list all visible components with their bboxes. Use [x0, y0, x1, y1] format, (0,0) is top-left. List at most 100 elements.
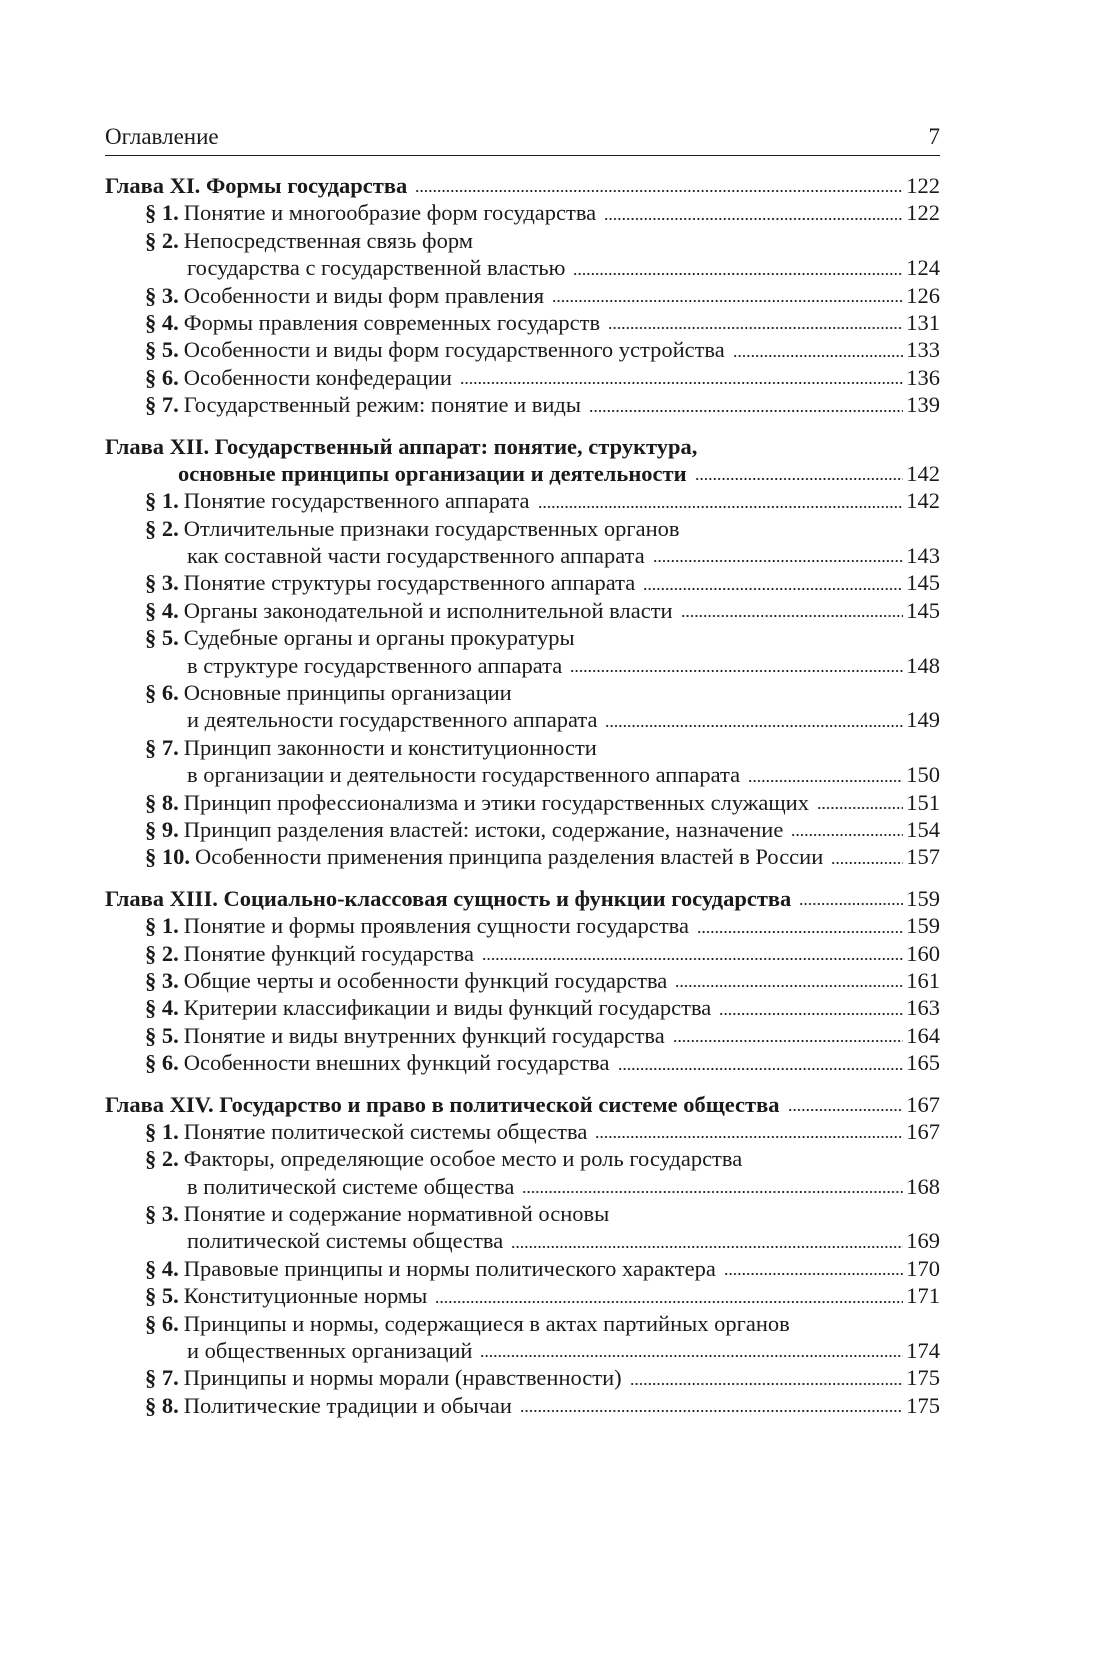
toc-section-line[interactable]: § 5. Судебные органы и органы прокуратуры — [105, 624, 940, 651]
page-ref: 145 — [906, 570, 940, 596]
section-title: Понятие структуры государственного аппар… — [183, 570, 636, 596]
section-title: Конституционные нормы — [183, 1283, 428, 1309]
section-title: Факторы, определяющие особое место и рол… — [183, 1146, 743, 1172]
toc-section-line[interactable]: § 6. Особенности конфедерации 136 — [105, 363, 940, 392]
section-number: § 2. — [145, 1146, 179, 1172]
toc-section-line[interactable]: § 1. Понятие политической системы обществ… — [105, 1117, 940, 1146]
chapter-label: Глава XII. — [105, 433, 210, 459]
dot-leader — [480, 1337, 904, 1365]
page-ref: 145 — [906, 597, 940, 623]
dot-leader — [787, 1090, 904, 1118]
toc-section-line[interactable]: и деятельности государственного аппарата… — [105, 706, 940, 734]
page-ref: 148 — [906, 652, 940, 678]
toc-section-line[interactable]: § 4. Критерии классификации и виды функци… — [105, 994, 940, 1022]
section-number: § 1. — [145, 913, 179, 939]
toc-section-line[interactable]: § 3. Понятие структуры государственного а… — [105, 569, 940, 597]
section-number: § 2. — [145, 227, 179, 253]
toc-section-line[interactable]: § 4. Органы законодательной и исполнитель… — [105, 596, 940, 625]
section-number: § 3. — [145, 282, 179, 308]
table-of-contents: Глава XI. Формы государства 122 § 1. Поняти… — [105, 172, 940, 1420]
page-ref: 122 — [906, 173, 940, 198]
section-number: § 4. — [145, 995, 179, 1021]
toc-chapter[interactable]: Глава XIV. Государство и право в политич… — [105, 1090, 940, 1420]
toc-section-line[interactable]: § 8. Политические традиции и обычаи 175 — [105, 1391, 940, 1420]
toc-section-line[interactable]: как составной части государственного апп… — [105, 542, 940, 570]
toc-section-line[interactable]: § 6. Принципы и нормы, содержащиеся в акт… — [105, 1310, 940, 1337]
page-ref: 159 — [906, 885, 940, 911]
toc-chapter[interactable]: Глава XII. Государственный аппарат: поня… — [105, 433, 940, 871]
section-title: Понятие функций государства — [183, 940, 474, 966]
toc-section-line[interactable]: в структуре государственного аппарата 148 — [105, 651, 940, 680]
toc-section-line[interactable]: § 4. Правовые принципы и нормы политическ… — [105, 1254, 940, 1283]
toc-section-line[interactable]: § 3. Общие черты и особенности функций го… — [105, 966, 940, 995]
dot-leader — [522, 1172, 904, 1201]
section-number: § 5. — [145, 337, 179, 363]
toc-section-line[interactable]: § 5. Понятие и виды внутренних функций го… — [105, 1021, 940, 1050]
section-number: § 5. — [145, 625, 179, 651]
toc-section-line[interactable]: § 5. Конституционные нормы 171 — [105, 1282, 940, 1310]
section-number: § 2. — [145, 940, 179, 966]
section-title: Понятие и виды внутренних функций госуда… — [183, 1022, 665, 1048]
page-ref: 151 — [906, 789, 940, 815]
section-title: Принцип законности и конституционности — [183, 734, 597, 760]
toc-section-line[interactable]: политической системы общества 169 — [105, 1227, 940, 1255]
section-number: § 3. — [145, 967, 179, 993]
page-ref: 169 — [906, 1228, 940, 1254]
toc-section-line[interactable]: § 7. Принципы и нормы морали (нравственно… — [105, 1364, 940, 1392]
toc-section-line[interactable]: в политической системе общества 168 — [105, 1172, 940, 1201]
dot-leader — [719, 994, 904, 1022]
section-title: Принцип разделения властей: истоки, соде… — [183, 816, 784, 842]
toc-section-line[interactable]: § 1. Понятие и многообразие форм государс… — [105, 199, 940, 227]
toc-section-line[interactable]: § 2. Отличительные признаки государственн… — [105, 515, 940, 542]
section-title: Органы законодательной и исполнительной … — [183, 597, 673, 623]
page-ref: 157 — [906, 844, 940, 870]
section-number: § 1. — [145, 1118, 179, 1144]
toc-section-line[interactable]: § 3. Особенности и виды форм правления 126 — [105, 281, 940, 309]
section-title: Критерии классификации и виды функций го… — [183, 995, 712, 1021]
section-title: Понятие и многообразие форм государства — [183, 200, 597, 226]
toc-section-line[interactable]: § 3. Понятие и содержание нормативной осн… — [105, 1200, 940, 1227]
page-ref: 171 — [906, 1283, 940, 1309]
toc-section-line[interactable]: в организации и деятельности государстве… — [105, 761, 940, 789]
section-title: Особенности и виды форм государственного… — [183, 337, 725, 363]
dot-leader — [608, 308, 904, 337]
toc-section-line[interactable]: § 2. Факторы, определяющие особое место и… — [105, 1145, 940, 1172]
section-number: § 8. — [145, 789, 179, 815]
page-ref: 126 — [906, 282, 940, 308]
dot-leader — [799, 884, 904, 913]
toc-chapter[interactable]: Глава XI. Формы государства 122 § 1. Поняти… — [105, 172, 940, 419]
toc-section-line[interactable]: § 4. Формы правления современных государс… — [105, 308, 940, 337]
dot-leader — [831, 843, 904, 871]
page-ref: 163 — [906, 995, 940, 1021]
toc-section-line[interactable]: § 7. Государственный режим: понятие и вид… — [105, 391, 940, 419]
dot-leader — [573, 254, 904, 282]
toc-section-line[interactable]: § 10. Особенности применения принципа раз… — [105, 843, 940, 871]
dot-leader — [537, 487, 904, 515]
dot-leader — [588, 391, 904, 419]
toc-section-line[interactable]: § 9. Принцип разделения властей: истоки, … — [105, 815, 940, 844]
section-number: § 4. — [145, 597, 179, 623]
section-title: Принцип профессионализма и этики государ… — [183, 789, 809, 815]
toc-section-line[interactable]: и общественных организаций 174 — [105, 1337, 940, 1365]
chapter-title: Государство и право в политической систе… — [219, 1091, 780, 1117]
toc-section-line[interactable]: § 1. Понятие государственного аппарата 142 — [105, 487, 940, 515]
toc-section-line[interactable]: § 6. Особенности внешних функций государс… — [105, 1049, 940, 1077]
toc-section-line[interactable]: § 5. Особенности и виды форм государствен… — [105, 336, 940, 364]
dot-leader — [519, 1391, 904, 1420]
toc-section-line[interactable]: § 2. Понятие функций государства 160 — [105, 939, 940, 967]
toc-section-line[interactable]: § 7. Принцип законности и конституционнос… — [105, 734, 940, 761]
dot-leader — [605, 706, 904, 734]
running-header-title: Оглавление — [105, 124, 219, 149]
page-ref: 143 — [906, 543, 940, 569]
toc-section-line[interactable]: государства с государственной властью 124 — [105, 254, 940, 282]
toc-chapter[interactable]: Глава XIII. Социально-классовая сущность… — [105, 884, 940, 1077]
toc-section-line[interactable]: § 8. Принцип профессионализма и этики гос… — [105, 788, 940, 816]
dot-leader — [791, 815, 904, 844]
section-number: § 1. — [145, 200, 179, 226]
page-ref: 149 — [906, 707, 940, 733]
dot-leader — [748, 761, 904, 789]
toc-section-line[interactable]: § 1. Понятие и формы проявления сущности … — [105, 912, 940, 940]
toc-section-line[interactable]: § 2. Непосредственная связь форм — [105, 227, 940, 254]
toc-section-line[interactable]: § 6. Основные принципы организации — [105, 679, 940, 706]
section-title: Особенности внешних функций государства — [183, 1050, 610, 1076]
